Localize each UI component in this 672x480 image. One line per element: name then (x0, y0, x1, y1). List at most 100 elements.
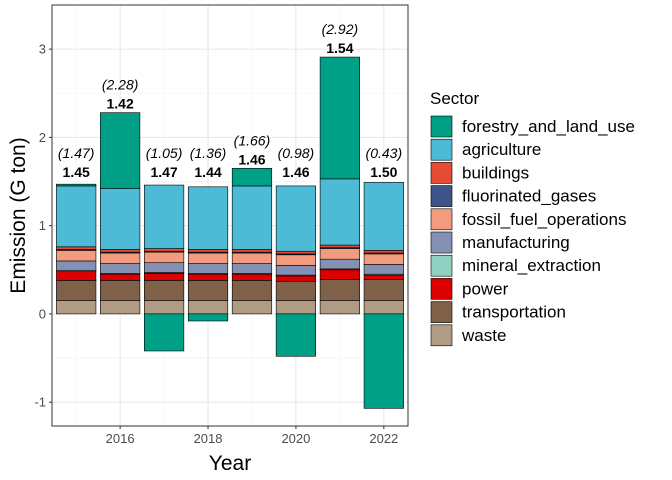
bar-segment-waste-2017 (143, 300, 185, 315)
legend-swatch-fluorinated_gases (430, 185, 453, 207)
y-tick-label: -1 (34, 395, 46, 410)
bar-segment-fossil_fuel_operations-2019 (231, 252, 273, 264)
bar-segment-transportation-2015 (56, 280, 97, 301)
data-label-2020: 1.46 (282, 164, 309, 180)
data-label-2015: 1.45 (63, 164, 90, 180)
legend-swatch-mineral_extraction (430, 254, 453, 277)
bar-segment-agriculture-2017 (143, 184, 185, 249)
legend-label-power: power (462, 279, 509, 298)
bar-segment-waste-2021 (319, 300, 360, 315)
bar-segment-fossil_fuel_operations-2016 (100, 252, 141, 264)
x-tick-label: 2016 (106, 431, 135, 446)
legend-swatch-fossil_fuel_operations (430, 208, 453, 231)
bar-segment-transportation-2022 (363, 279, 404, 301)
data-sublabel-2019: (1.66) (234, 132, 271, 148)
legend-label-forestry_and_land_use: forestry_and_land_use (462, 117, 635, 136)
data-sublabel-2018: (1.36) (190, 145, 227, 161)
legend-swatch-transportation (430, 301, 453, 323)
bar-segment-buildings-2015 (56, 246, 97, 250)
bar-segment-waste-2018 (187, 300, 229, 315)
data-sublabel-2020: (0.98) (278, 145, 315, 161)
bar-segment-power-2017 (143, 273, 185, 281)
bar-segment-fossil_fuel_operations-2021 (319, 248, 360, 260)
bar-segment-agriculture-2022 (363, 182, 404, 251)
bar-segment-forestry_and_land_use-2016 (100, 112, 141, 189)
bar-segment-transportation-2021 (319, 279, 360, 301)
y-tick-label: 0 (39, 306, 46, 321)
bar-segment-buildings-2021 (319, 244, 360, 249)
data-sublabel-2015: (1.47) (58, 145, 95, 161)
axes: -1 0 1 2 3 2016 2018 2020 2022 (34, 42, 398, 446)
bar-segment-buildings-2022 (363, 250, 404, 254)
data-label-2018: 1.44 (194, 164, 221, 180)
data-sublabel-2017: (1.05) (146, 145, 183, 161)
bar-segment-agriculture-2018 (187, 186, 229, 250)
legend-swatch-manufacturing (430, 231, 453, 254)
y-tick-label: 3 (39, 42, 46, 57)
bar-segment-fossil_fuel_operations-2020 (275, 254, 317, 266)
bar-segment-waste-2022 (363, 300, 404, 315)
bar-segment-power-2020 (275, 275, 317, 282)
legend-label-mineral_extraction: mineral_extraction (462, 256, 601, 275)
bar-segment-manufacturing-2018 (187, 263, 229, 274)
legend-label-fluorinated_gases: fluorinated_gases (462, 187, 596, 206)
data-sublabel-2016: (2.28) (102, 77, 139, 93)
data-sublabel-2021: (2.92) (322, 21, 359, 37)
bar-segment-agriculture-2021 (319, 178, 360, 246)
legend-swatch-buildings (430, 162, 453, 184)
data-label-2017: 1.47 (150, 164, 177, 180)
x-tick-label: 2020 (281, 431, 310, 446)
bar-segment-buildings-2019 (231, 249, 273, 253)
bar-segment-transportation-2019 (231, 280, 273, 301)
bar-segment-buildings-2020 (275, 250, 317, 255)
data-sublabel-2022: (0.43) (366, 145, 403, 161)
panel-border (51, 4, 409, 427)
legend-swatch-power (430, 278, 453, 300)
legend-swatch-agriculture (430, 138, 453, 161)
bar-segment-forestry_and_land_use-2019 (231, 167, 273, 187)
bar-segment-fossil_fuel_operations-2017 (143, 251, 185, 264)
x-axis-title: Year (209, 452, 251, 475)
bar-segment-power-2015 (56, 271, 97, 281)
bar-segment-manufacturing-2022 (363, 264, 404, 275)
legend-swatch-waste (430, 324, 453, 347)
bar-segment-power-2018 (187, 273, 229, 281)
bar-segment-forestry_and_land_use-2015 (56, 183, 97, 187)
bar-segment-agriculture-2020 (275, 185, 317, 252)
bar-segment-power-2021 (319, 269, 360, 280)
bar-segment-manufacturing-2019 (231, 263, 273, 274)
bar-segment-forestry_and_land_use-2022 (363, 313, 404, 409)
bar-segment-fossil_fuel_operations-2018 (187, 252, 229, 264)
bar-segment-agriculture-2015 (56, 185, 97, 248)
legend-label-transportation: transportation (462, 303, 566, 322)
bar-segment-waste-2020 (275, 300, 317, 315)
bar-segment-power-2016 (100, 273, 141, 281)
data-labels: 1.45 (1.47) 1.42 (2.28) 1.47 (1.05) 1.44 (1.36)… (58, 21, 402, 180)
data-label-2021: 1.54 (326, 40, 353, 56)
bar-segment-buildings-2018 (187, 249, 229, 253)
legend-swatch-forestry_and_land_use (430, 115, 453, 138)
data-label-2022: 1.50 (370, 164, 397, 180)
bar-segment-forestry_and_land_use-2020 (275, 313, 317, 357)
bar-segment-forestry_and_land_use-2017 (143, 313, 185, 352)
bar-segment-manufacturing-2016 (100, 263, 141, 274)
x-tick-label: 2022 (369, 431, 398, 446)
legend-title: Sector (430, 89, 479, 108)
bar-segment-manufacturing-2017 (143, 262, 185, 273)
bar-segment-buildings-2016 (100, 249, 141, 253)
bar-segment-waste-2015 (56, 300, 97, 315)
bar-segment-transportation-2016 (100, 280, 141, 301)
bar-segment-forestry_and_land_use-2021 (319, 56, 360, 180)
data-label-2019: 1.46 (238, 151, 265, 167)
legend-label-agriculture: agriculture (462, 140, 541, 159)
legend-label-fossil_fuel_operations: fossil_fuel_operations (462, 210, 626, 229)
bar-segment-fossil_fuel_operations-2022 (363, 253, 404, 265)
bar-segment-agriculture-2019 (231, 185, 273, 250)
bar-segment-manufacturing-2021 (319, 258, 360, 270)
bar-segment-buildings-2017 (143, 248, 185, 252)
bar-segment-transportation-2018 (187, 280, 229, 301)
data-label-2016: 1.42 (106, 96, 133, 112)
bar-segment-waste-2016 (100, 300, 141, 315)
bar-segment-fossil_fuel_operations-2015 (56, 250, 97, 262)
